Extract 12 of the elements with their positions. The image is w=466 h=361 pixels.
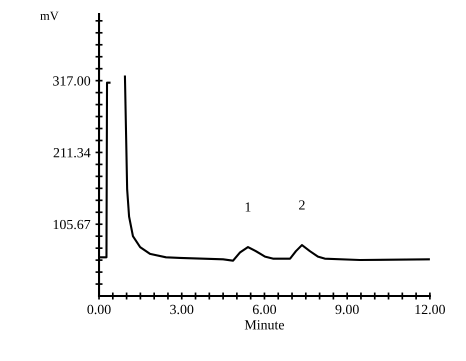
annotation: 1 xyxy=(246,202,251,212)
y-axis-title: mV xyxy=(40,12,59,20)
y-tick-label: 317.00 xyxy=(53,76,90,86)
x-tick-label: 0.00 xyxy=(87,304,111,314)
x-axis-title: Minute xyxy=(244,320,284,330)
x-tick-label: 9.00 xyxy=(335,304,359,314)
y-tick-label: 211.34 xyxy=(54,148,90,158)
x-tick-label: 6.00 xyxy=(252,304,276,314)
annotation: 2 xyxy=(299,200,305,210)
x-tick-label: 3.00 xyxy=(170,304,194,314)
x-tick-label: 12.00 xyxy=(415,304,445,314)
y-tick-label: 105.67 xyxy=(54,220,90,230)
